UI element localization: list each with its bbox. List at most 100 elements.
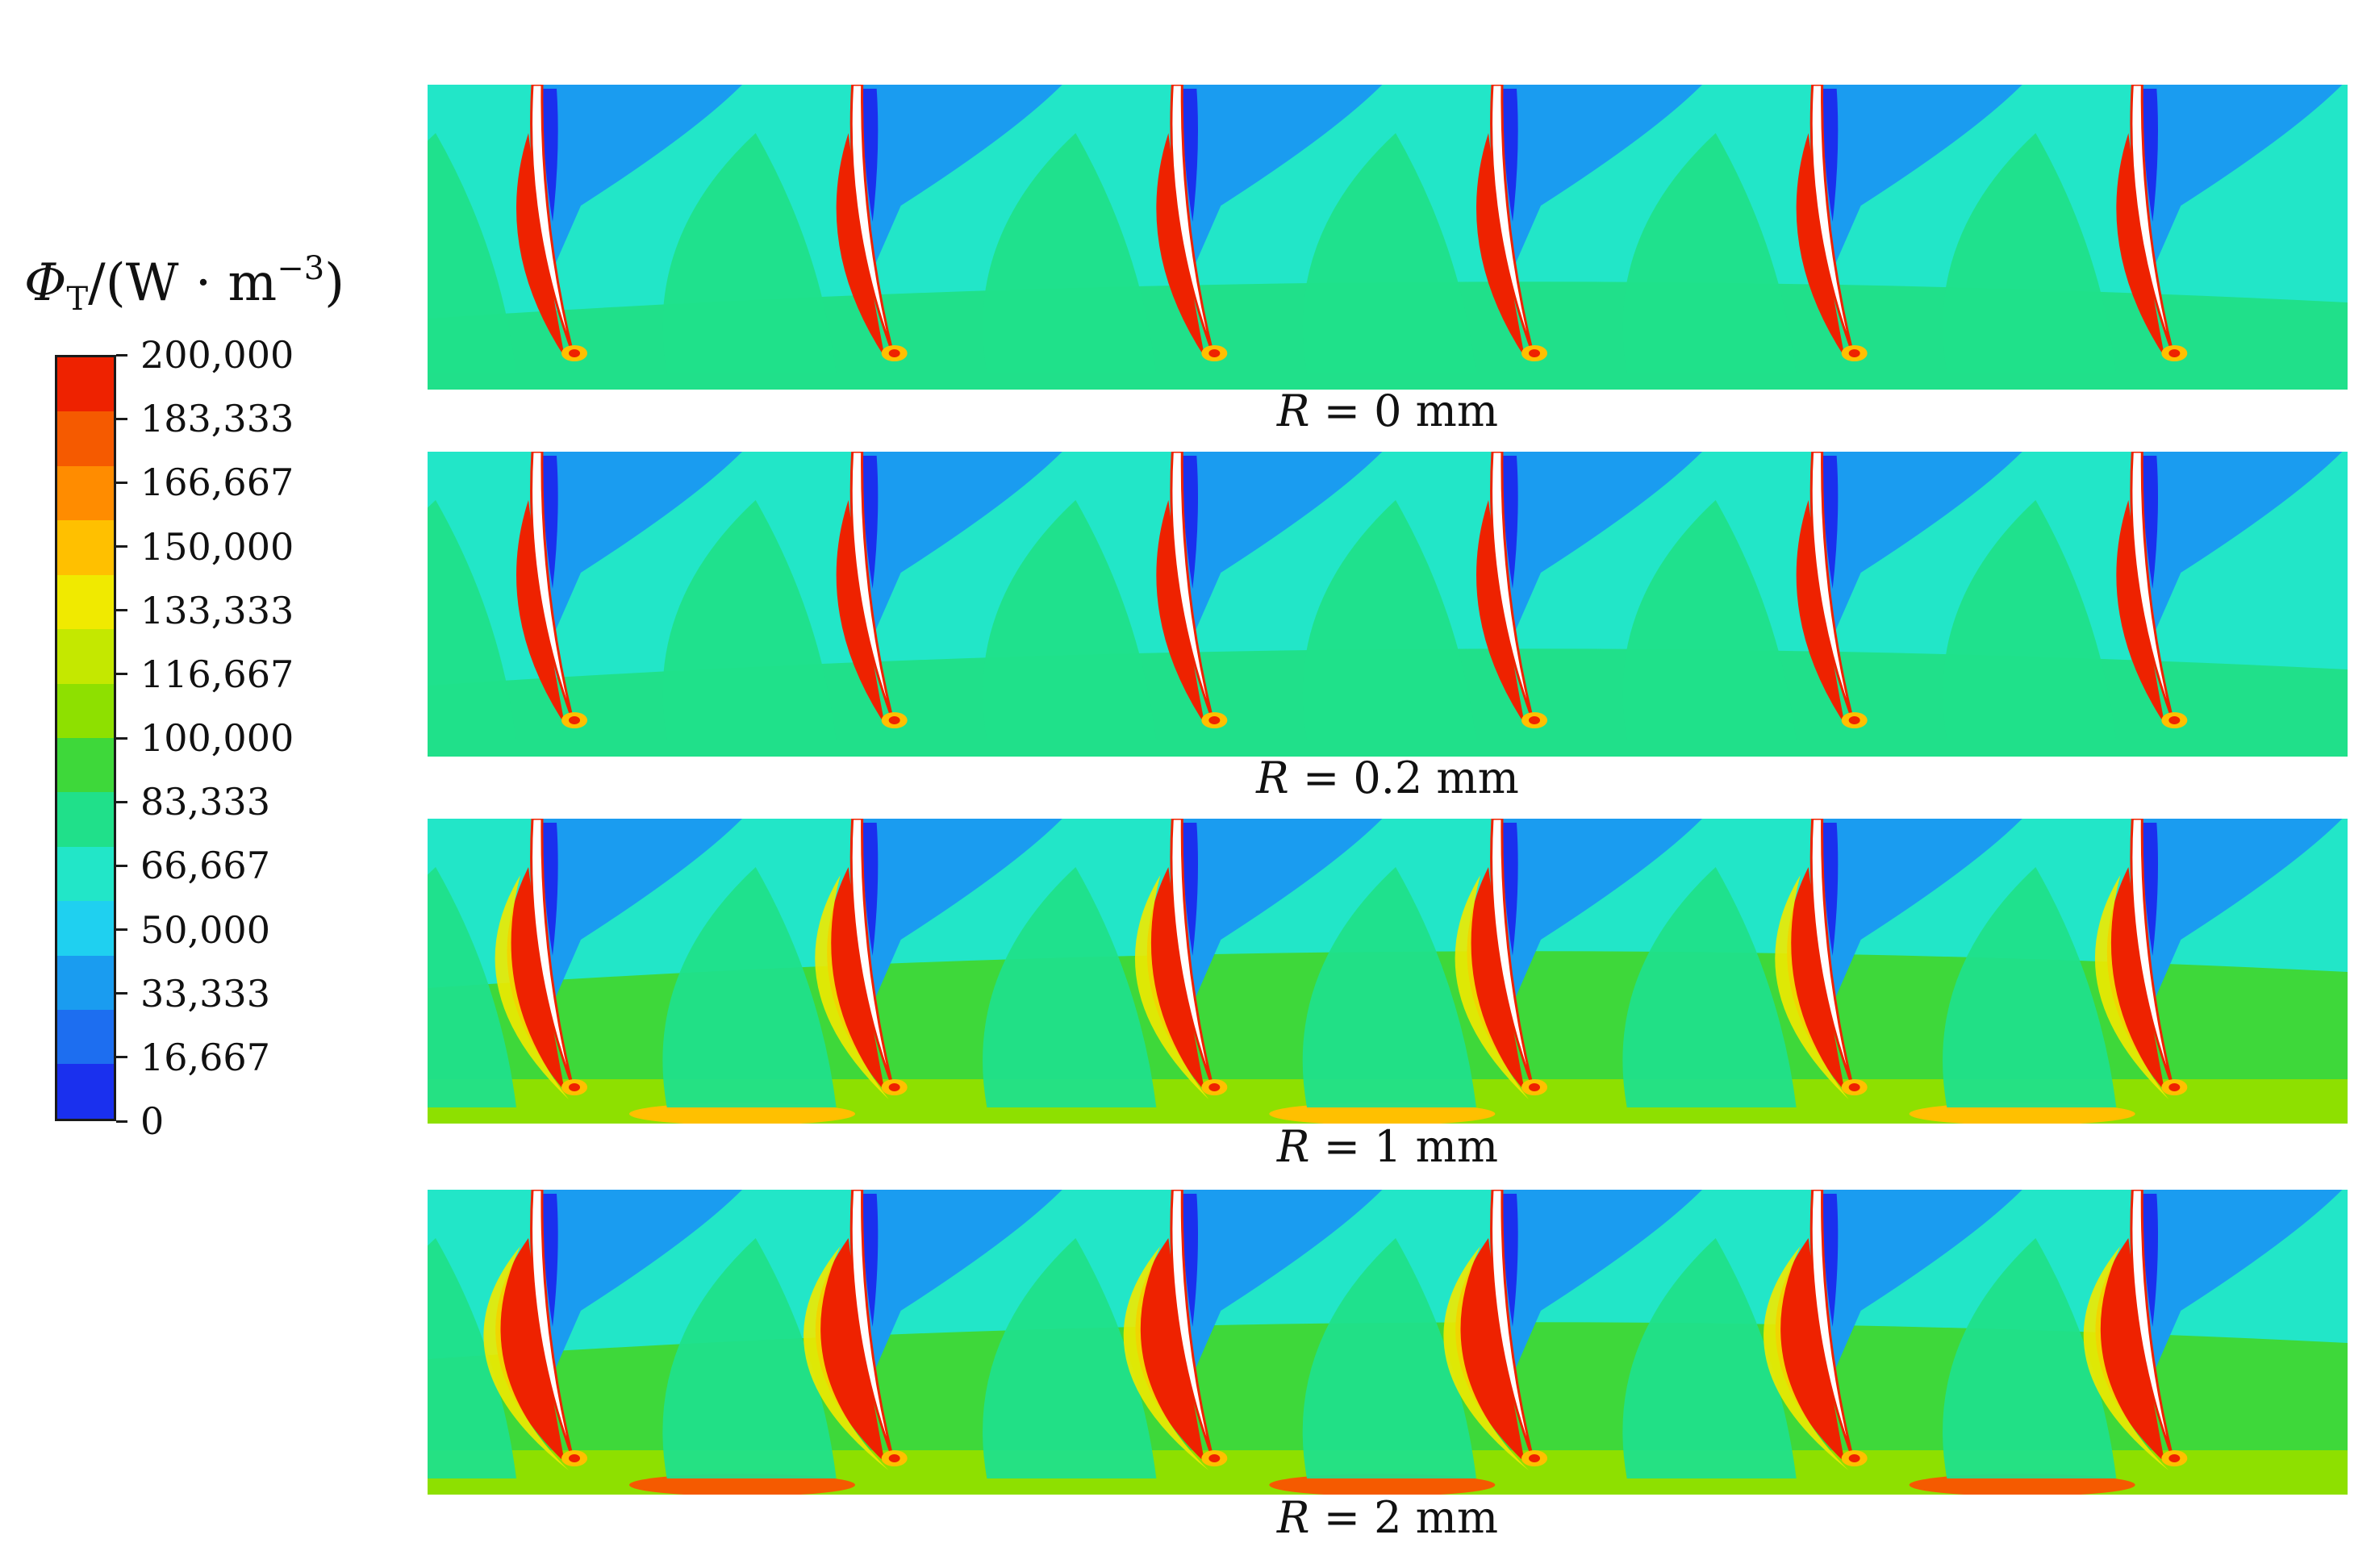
colorbar-tick-label: 100,000 [140,716,294,760]
panel-caption: R = 1 mm [428,1121,2348,1172]
minimum-region [1502,89,1518,222]
wake-halo [815,875,889,1099]
green-wedge [428,500,516,740]
wake-halo [803,1246,889,1470]
blade-passage [428,819,855,1124]
contour-panel [428,819,2348,1124]
high-dissipation-wake [1156,500,1205,724]
high-dissipation-wake [1796,500,1845,724]
blade-passage [1943,819,2343,1107]
high-dissipation-wake [2116,133,2165,357]
low-dissipation-region [1500,1190,1702,1375]
wake-halo [495,875,569,1099]
wake-halo [483,1246,569,1470]
blade-passage [1943,85,2343,373]
minimum-region [1822,1194,1839,1327]
contour-panel [428,1190,2348,1495]
colorbar-band [57,465,114,521]
minimum-region [862,456,879,589]
colorbar [55,355,116,1121]
panel-caption: R = 2 mm [428,1492,2348,1543]
minimum-region [1502,823,1518,956]
hub-hot-streak [1269,1103,1496,1124]
colorbar-title-unit-close: ) [324,253,345,313]
contour-panel [428,452,2348,757]
low-dissipation-region [1179,819,1383,1004]
contour-plot [428,819,2348,1124]
green-wedge [662,500,837,740]
colorbar-tick [116,1120,127,1123]
blade-passage [1622,1190,2135,1495]
blade-passage [662,452,1062,740]
colorbar-tick [116,800,127,803]
blade-passage [983,452,1383,740]
hub-hot-streak [629,1474,855,1495]
trailing-edge-core [1848,349,1860,357]
low-dissipation-region [2139,452,2343,637]
caption-variable: R [1276,1492,1310,1543]
blade-passage [428,1190,855,1495]
green-wedge [662,1238,837,1478]
low-dissipation-region [1819,85,2022,270]
wake-halo [1455,875,1529,1099]
green-wedge [1302,133,1476,373]
green-wedge [983,133,1157,373]
low-dissipation-region [2139,85,2343,270]
high-dissipation-wake [516,500,565,724]
blade-passage [983,1190,1496,1495]
low-dissipation-region [859,1190,1062,1375]
trailing-edge-core [1848,716,1860,724]
minimum-region [2142,89,2158,222]
trailing-edge-core [888,349,900,357]
low-dissipation-region [1179,1190,1383,1375]
colorbar-band [57,737,114,793]
minimum-region [542,456,558,589]
caption-variable: R [1256,753,1289,803]
low-dissipation-region [859,819,1062,1004]
trailing-edge-core [2168,1454,2181,1462]
trailing-edge-core [569,1454,580,1462]
high-dissipation-wake [2095,1238,2165,1462]
blade-passage [428,85,742,373]
contour-panel [428,85,2348,390]
green-wedge [1302,500,1476,740]
colorbar-tick-label: 0 [140,1099,165,1143]
blade-passage [1622,819,2135,1124]
colorbar-tick [116,673,127,676]
colorbar-band [57,1064,114,1119]
colorbar-band [57,846,114,902]
trailing-edge-core [1208,716,1221,724]
blade-passage [1302,1190,1702,1478]
minimum-region [1182,1194,1198,1327]
colorbar-band [57,411,114,466]
low-dissipation-region [540,819,742,1004]
colorbar-tick-label: 166,667 [140,461,294,505]
trailing-edge-core [1848,1083,1860,1091]
blade-passage [1622,85,2022,373]
wake-halo [1123,1246,1209,1470]
high-dissipation-wake [495,1238,565,1462]
high-dissipation-wake [1135,1238,1205,1462]
colorbar-band [57,357,114,412]
green-wedge [983,867,1157,1107]
colorbar-tick [116,1056,127,1059]
caption-value: = 1 mm [1309,1121,1499,1172]
trailing-edge-core [1529,716,1540,724]
low-dissipation-region [859,452,1062,637]
green-wedge [1302,867,1476,1107]
colorbar-title-symbol: Φ [24,253,67,313]
colorbar-tick-label: 116,667 [140,652,294,696]
high-dissipation-wake [1796,133,1845,357]
blade-passage [662,819,1062,1107]
colorbar-tick [116,928,127,931]
low-dissipation-region [1819,452,2022,637]
colorbar-tick-label: 66,667 [140,844,270,888]
panel-caption: R = 0.2 mm [428,753,2348,803]
contour-plot [428,85,2348,390]
high-dissipation-wake [2116,500,2165,724]
green-wedge [428,867,516,1107]
low-dissipation-region [1819,1190,2022,1375]
trailing-edge-core [888,1083,900,1091]
low-dissipation-region [1179,85,1383,270]
green-wedge [1622,1238,1797,1478]
